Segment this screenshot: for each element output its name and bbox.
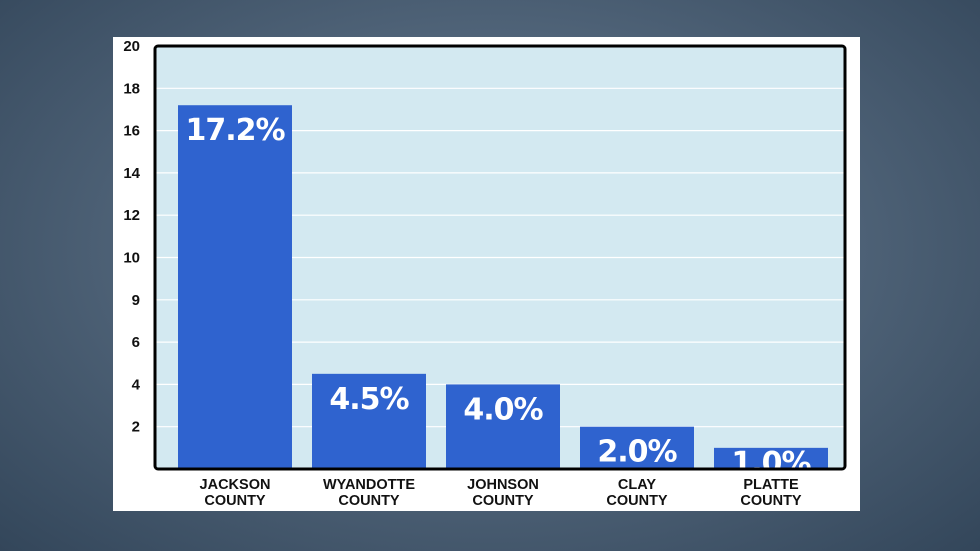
plot-frame (153, 44, 847, 471)
bar (312, 373, 426, 469)
y-tick-label: 6 (132, 334, 140, 351)
bar (714, 447, 828, 469)
category-label: COUNTY (472, 493, 534, 509)
y-tick-label: 20 (123, 38, 140, 55)
category-label: JACKSON (200, 477, 271, 493)
category-label: COUNTY (740, 493, 802, 509)
y-tick-label: 4 (132, 376, 141, 393)
bar-value-label: 2.0% (597, 435, 677, 470)
category-label: WYANDOTTE (323, 477, 415, 493)
y-tick-label: 9 (132, 292, 140, 309)
category-label: COUNTY (606, 493, 668, 509)
bar (446, 384, 560, 469)
bar (178, 105, 292, 469)
y-tick-label: 18 (123, 80, 140, 97)
category-label: PLATTE (743, 477, 799, 493)
bar-value-label: 4.0% (463, 392, 543, 427)
y-tick-label: 12 (123, 207, 140, 224)
bar (580, 426, 694, 469)
y-tick-label: 16 (123, 123, 140, 140)
y-tick-label: 2 (132, 419, 140, 436)
category-label: COUNTY (338, 493, 400, 509)
bar-value-label: 17.2% (185, 113, 285, 148)
y-tick-label: 14 (123, 165, 140, 182)
bar-value-label: 1.0% (731, 446, 811, 481)
y-tick-label: 10 (123, 250, 140, 267)
category-label: JOHNSON (467, 477, 539, 493)
category-label: CLAY (618, 477, 656, 493)
category-label: COUNTY (204, 493, 266, 509)
bar-value-label: 4.5% (329, 382, 409, 417)
